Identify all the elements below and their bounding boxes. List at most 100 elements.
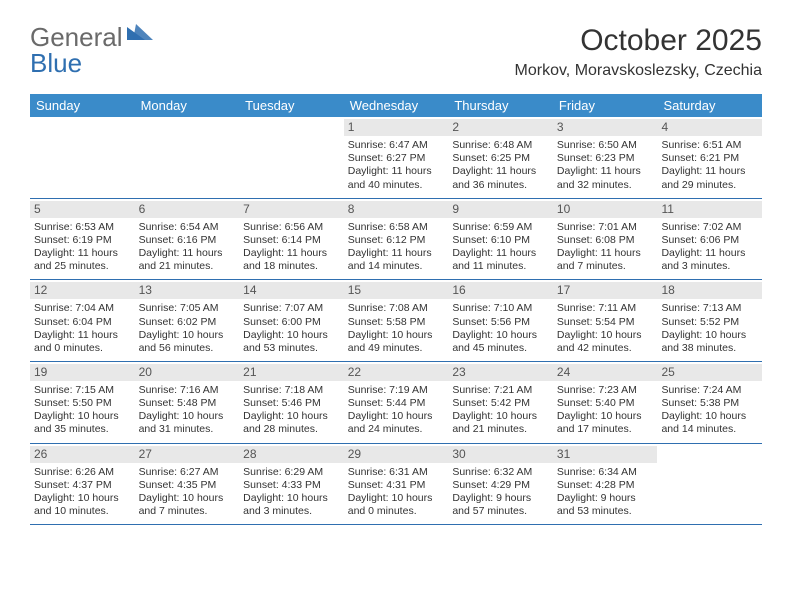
day-sunrise: Sunrise: 7:07 AM: [243, 302, 340, 315]
day-day1: Daylight: 11 hours: [557, 247, 654, 260]
title-block: October 2025 Morkov, Moravskoslezsky, Cz…: [515, 24, 762, 80]
day-sunrise: Sunrise: 7:23 AM: [557, 384, 654, 397]
day-number: 23: [452, 365, 465, 379]
day-sunset: Sunset: 6:14 PM: [243, 234, 340, 247]
day-cell: 17Sunrise: 7:11 AMSunset: 5:54 PMDayligh…: [553, 280, 658, 361]
day-cell: 14Sunrise: 7:07 AMSunset: 6:00 PMDayligh…: [239, 280, 344, 361]
day-sunset: Sunset: 4:29 PM: [452, 479, 549, 492]
day-number: 21: [243, 365, 256, 379]
day-number-row: 18: [657, 282, 762, 299]
day-day1: Daylight: 11 hours: [348, 165, 445, 178]
day-day1: Daylight: 10 hours: [34, 410, 131, 423]
day-sunrise: Sunrise: 6:34 AM: [557, 466, 654, 479]
day-sunset: Sunset: 6:06 PM: [661, 234, 758, 247]
day-sunset: Sunset: 4:33 PM: [243, 479, 340, 492]
day-cell: 31Sunrise: 6:34 AMSunset: 4:28 PMDayligh…: [553, 444, 658, 525]
day-sunrise: Sunrise: 6:32 AM: [452, 466, 549, 479]
day-number: 29: [348, 447, 361, 461]
day-day2: and 45 minutes.: [452, 342, 549, 355]
day-day1: Daylight: 10 hours: [661, 410, 758, 423]
day-number-row: 16: [448, 282, 553, 299]
day-day2: and 21 minutes.: [139, 260, 236, 273]
day-number-row: 29: [344, 446, 449, 463]
day-day1: Daylight: 11 hours: [452, 247, 549, 260]
weeks-container: 1Sunrise: 6:47 AMSunset: 6:27 PMDaylight…: [30, 117, 762, 525]
day-day1: Daylight: 10 hours: [243, 329, 340, 342]
day-day1: Daylight: 10 hours: [661, 329, 758, 342]
day-number: 31: [557, 447, 570, 461]
day-sunset: Sunset: 5:48 PM: [139, 397, 236, 410]
day-day2: and 29 minutes.: [661, 179, 758, 192]
day-cell: 18Sunrise: 7:13 AMSunset: 5:52 PMDayligh…: [657, 280, 762, 361]
day-day2: and 40 minutes.: [348, 179, 445, 192]
day-sunrise: Sunrise: 6:51 AM: [661, 139, 758, 152]
day-number: 26: [34, 447, 47, 461]
dow-tuesday: Tuesday: [239, 94, 344, 117]
day-number-row: 10: [553, 201, 658, 218]
day-sunrise: Sunrise: 6:50 AM: [557, 139, 654, 152]
day-sunset: Sunset: 6:23 PM: [557, 152, 654, 165]
day-day2: and 31 minutes.: [139, 423, 236, 436]
day-sunrise: Sunrise: 7:18 AM: [243, 384, 340, 397]
day-number-row: 12: [30, 282, 135, 299]
day-sunrise: Sunrise: 7:16 AM: [139, 384, 236, 397]
day-day2: and 42 minutes.: [557, 342, 654, 355]
day-number-row: 8: [344, 201, 449, 218]
week-row: 19Sunrise: 7:15 AMSunset: 5:50 PMDayligh…: [30, 362, 762, 444]
day-sunset: Sunset: 5:58 PM: [348, 316, 445, 329]
day-day2: and 3 minutes.: [243, 505, 340, 518]
day-cell: 2Sunrise: 6:48 AMSunset: 6:25 PMDaylight…: [448, 117, 553, 198]
day-number-row: 31: [553, 446, 658, 463]
day-number: 24: [557, 365, 570, 379]
day-cell: 20Sunrise: 7:16 AMSunset: 5:48 PMDayligh…: [135, 362, 240, 443]
day-number-row: 28: [239, 446, 344, 463]
day-day2: and 7 minutes.: [139, 505, 236, 518]
day-cell: 7Sunrise: 6:56 AMSunset: 6:14 PMDaylight…: [239, 199, 344, 280]
day-sunset: Sunset: 5:46 PM: [243, 397, 340, 410]
day-sunset: Sunset: 6:16 PM: [139, 234, 236, 247]
day-sunset: Sunset: 6:12 PM: [348, 234, 445, 247]
day-number-row: 9: [448, 201, 553, 218]
day-day1: Daylight: 10 hours: [139, 410, 236, 423]
day-day2: and 0 minutes.: [348, 505, 445, 518]
day-day1: Daylight: 11 hours: [139, 247, 236, 260]
day-cell: 23Sunrise: 7:21 AMSunset: 5:42 PMDayligh…: [448, 362, 553, 443]
day-cell: 6Sunrise: 6:54 AMSunset: 6:16 PMDaylight…: [135, 199, 240, 280]
day-sunrise: Sunrise: 6:26 AM: [34, 466, 131, 479]
day-sunset: Sunset: 5:40 PM: [557, 397, 654, 410]
day-cell: 22Sunrise: 7:19 AMSunset: 5:44 PMDayligh…: [344, 362, 449, 443]
day-day1: Daylight: 10 hours: [348, 329, 445, 342]
day-day1: Daylight: 10 hours: [139, 492, 236, 505]
day-day1: Daylight: 11 hours: [243, 247, 340, 260]
day-sunrise: Sunrise: 7:15 AM: [34, 384, 131, 397]
day-cell: 5Sunrise: 6:53 AMSunset: 6:19 PMDaylight…: [30, 199, 135, 280]
day-day1: Daylight: 10 hours: [557, 410, 654, 423]
day-number-row: 25: [657, 364, 762, 381]
day-number-row: 24: [553, 364, 658, 381]
dow-saturday: Saturday: [657, 94, 762, 117]
day-sunrise: Sunrise: 7:05 AM: [139, 302, 236, 315]
day-number: 8: [348, 202, 355, 216]
day-day1: Daylight: 11 hours: [452, 165, 549, 178]
day-sunset: Sunset: 5:44 PM: [348, 397, 445, 410]
day-number-row: 7: [239, 201, 344, 218]
day-number: 5: [34, 202, 41, 216]
day-cell: 29Sunrise: 6:31 AMSunset: 4:31 PMDayligh…: [344, 444, 449, 525]
day-number-row: 4: [657, 119, 762, 136]
day-number: 22: [348, 365, 361, 379]
day-number-row: 26: [30, 446, 135, 463]
day-number-row: 13: [135, 282, 240, 299]
day-sunrise: Sunrise: 7:11 AM: [557, 302, 654, 315]
day-number: 9: [452, 202, 459, 216]
day-sunset: Sunset: 5:42 PM: [452, 397, 549, 410]
day-sunset: Sunset: 6:21 PM: [661, 152, 758, 165]
day-number-row: 15: [344, 282, 449, 299]
day-sunrise: Sunrise: 6:29 AM: [243, 466, 340, 479]
day-sunrise: Sunrise: 7:10 AM: [452, 302, 549, 315]
day-day1: Daylight: 10 hours: [243, 492, 340, 505]
day-cell: 4Sunrise: 6:51 AMSunset: 6:21 PMDaylight…: [657, 117, 762, 198]
day-day2: and 35 minutes.: [34, 423, 131, 436]
day-number: 15: [348, 283, 361, 297]
day-sunset: Sunset: 6:27 PM: [348, 152, 445, 165]
day-day2: and 3 minutes.: [661, 260, 758, 273]
